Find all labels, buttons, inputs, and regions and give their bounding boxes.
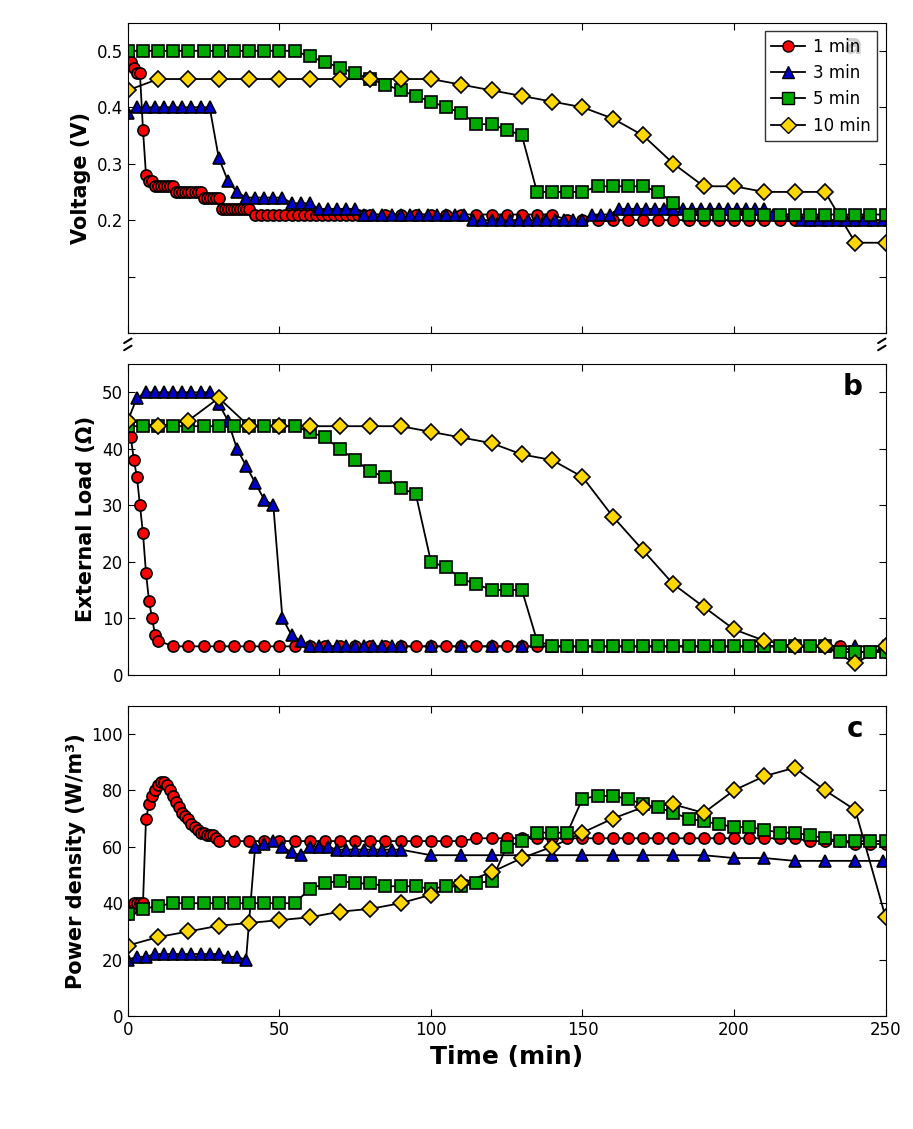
5 min bbox=[350, 67, 361, 80]
5 min bbox=[865, 208, 876, 221]
5 min bbox=[289, 44, 300, 58]
10 min bbox=[517, 89, 528, 103]
1 min bbox=[517, 208, 528, 221]
Y-axis label: External Load (Ω): External Load (Ω) bbox=[77, 417, 96, 622]
3 min bbox=[477, 213, 488, 227]
10 min bbox=[607, 112, 618, 125]
3 min bbox=[122, 106, 133, 120]
Y-axis label: Power density (W/m³): Power density (W/m³) bbox=[66, 733, 86, 989]
10 min bbox=[183, 72, 194, 86]
10 min bbox=[122, 84, 133, 97]
10 min bbox=[547, 95, 558, 108]
10 min bbox=[759, 185, 770, 199]
Line: 3 min: 3 min bbox=[122, 102, 888, 226]
10 min bbox=[637, 129, 648, 142]
1 min bbox=[134, 67, 145, 80]
5 min bbox=[683, 208, 694, 221]
5 min bbox=[365, 72, 376, 86]
Line: 1 min: 1 min bbox=[122, 51, 891, 226]
Text: b: b bbox=[843, 374, 863, 402]
10 min bbox=[365, 72, 376, 86]
10 min bbox=[729, 180, 740, 193]
Y-axis label: Voltage (V): Voltage (V) bbox=[71, 112, 91, 244]
10 min bbox=[274, 72, 285, 86]
3 min bbox=[513, 213, 524, 227]
3 min bbox=[141, 100, 152, 114]
10 min bbox=[577, 100, 588, 114]
10 min bbox=[395, 72, 406, 86]
Line: 5 min: 5 min bbox=[122, 45, 891, 220]
1 min bbox=[561, 213, 572, 227]
10 min bbox=[244, 72, 255, 86]
Text: a: a bbox=[845, 32, 863, 60]
3 min bbox=[750, 202, 761, 216]
10 min bbox=[456, 78, 467, 91]
3 min bbox=[177, 100, 188, 114]
10 min bbox=[668, 157, 679, 170]
3 min bbox=[467, 213, 478, 227]
10 min bbox=[334, 72, 345, 86]
1 min bbox=[501, 208, 512, 221]
1 min bbox=[173, 185, 184, 199]
5 min bbox=[623, 180, 634, 193]
X-axis label: Time (min): Time (min) bbox=[430, 1044, 583, 1068]
5 min bbox=[668, 196, 679, 210]
5 min bbox=[880, 208, 891, 221]
3 min bbox=[877, 213, 888, 227]
10 min bbox=[152, 72, 163, 86]
Line: 10 min: 10 min bbox=[122, 73, 891, 248]
10 min bbox=[304, 72, 315, 86]
10 min bbox=[820, 185, 831, 199]
10 min bbox=[850, 236, 861, 250]
5 min bbox=[122, 44, 133, 58]
Text: c: c bbox=[846, 715, 863, 743]
1 min bbox=[880, 213, 891, 227]
1 min bbox=[456, 208, 467, 221]
10 min bbox=[214, 72, 225, 86]
1 min bbox=[425, 208, 436, 221]
10 min bbox=[486, 84, 497, 97]
Legend: 1 min, 3 min, 5 min, 10 min: 1 min, 3 min, 5 min, 10 min bbox=[764, 30, 877, 141]
10 min bbox=[425, 72, 436, 86]
3 min bbox=[131, 100, 142, 114]
10 min bbox=[789, 185, 800, 199]
10 min bbox=[880, 236, 891, 250]
1 min bbox=[122, 50, 133, 63]
10 min bbox=[698, 180, 709, 193]
3 min bbox=[713, 202, 724, 216]
